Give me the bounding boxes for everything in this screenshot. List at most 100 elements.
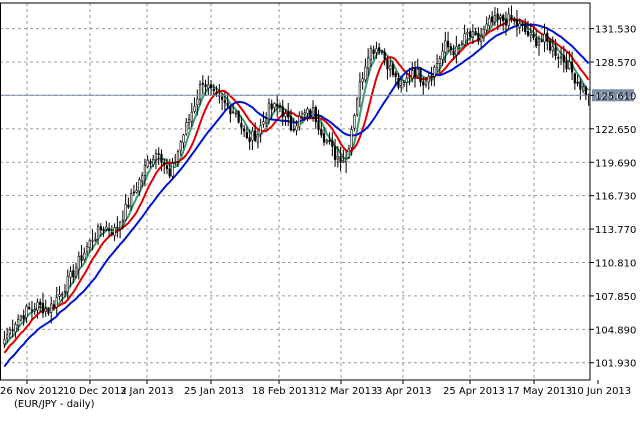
candle-body-bear [513, 19, 516, 22]
candle-body-bear [502, 14, 505, 21]
candle [265, 112, 268, 127]
candle [493, 7, 497, 26]
candle-body-bear [223, 100, 226, 104]
candle-body-bear [132, 191, 136, 194]
candle [499, 13, 502, 27]
candle-body-bull [311, 106, 315, 118]
candle [383, 48, 386, 66]
candle [300, 110, 304, 120]
candle-body-bull [152, 159, 155, 166]
candle-body-bull [369, 48, 373, 60]
candle-body-bear [452, 50, 455, 56]
candle-body-bull [375, 48, 378, 53]
candle-body-bull [50, 303, 53, 313]
candle-body-bear [322, 133, 326, 143]
candle [526, 20, 530, 38]
candle-body-bear [419, 68, 422, 83]
candle [518, 18, 521, 35]
candle-body-bull [441, 50, 444, 60]
candle [513, 16, 516, 25]
candle-body-bull [141, 175, 144, 182]
y-tick-label: 125.610 [595, 91, 636, 102]
candle-body-bear [565, 60, 568, 70]
candle [350, 125, 353, 156]
candle [430, 66, 433, 86]
candle-body-bear [28, 307, 31, 309]
candle-body-bear [496, 13, 499, 20]
candle [50, 296, 53, 324]
candle [488, 14, 491, 30]
candle-body-bull [499, 15, 502, 18]
candle-body-bull [138, 179, 141, 192]
candle [88, 238, 91, 253]
candle-body-bear [157, 153, 160, 156]
candle-body-bull [400, 85, 403, 88]
candle-body-bull [190, 111, 193, 122]
candle-body-bull [113, 227, 116, 236]
candle-body-bear [245, 132, 249, 139]
candle [314, 105, 317, 129]
candle [507, 7, 510, 30]
candle-body-bear [546, 32, 549, 42]
candle-body-bear [548, 40, 552, 51]
candle [369, 45, 373, 67]
candle-body-bear [391, 63, 395, 76]
candle [391, 60, 395, 78]
candle [259, 118, 262, 143]
candle [485, 16, 488, 33]
candle-body-bull [367, 57, 370, 69]
candle [441, 42, 444, 66]
candle [113, 223, 116, 242]
candle-body-bull [455, 46, 458, 56]
candle [281, 99, 284, 126]
candle [353, 113, 356, 132]
candle [460, 40, 463, 47]
candle [375, 41, 378, 59]
candle-body-bull [353, 115, 356, 129]
candle-body-bull [8, 329, 12, 335]
candle [532, 26, 535, 41]
candle [245, 126, 249, 140]
candle-body-bull [408, 76, 411, 79]
candle [491, 10, 494, 25]
candle-body-bull [119, 221, 122, 229]
candle-body-bear [430, 75, 433, 78]
candle [565, 52, 568, 73]
candle [287, 102, 290, 126]
candle-body-bull [231, 111, 235, 114]
candle-body-bear [116, 226, 119, 229]
candle-body-bear [278, 105, 282, 108]
candle-body-bull [306, 108, 309, 114]
candle [372, 45, 375, 60]
x-tick-label: 10 Jun 2013 [571, 386, 631, 397]
candle [116, 216, 119, 238]
candle [28, 302, 31, 311]
candle-body-bull [518, 23, 521, 28]
candle [364, 58, 367, 83]
candle [320, 121, 323, 138]
candle-body-bull [44, 308, 47, 312]
candle [234, 110, 237, 118]
x-tick-label: 26 Nov 2012 [0, 386, 64, 397]
x-tick-label: 25 Apr 2013 [443, 386, 505, 397]
candle [163, 158, 166, 175]
candle-body-bear [160, 153, 163, 163]
x-tick-label: 18 Feb 2013 [252, 386, 314, 397]
candle-body-bull [234, 112, 237, 115]
candle [576, 74, 579, 87]
candle-body-bull [507, 13, 510, 27]
candle-body-bear [209, 84, 213, 89]
candle-body-bear [317, 120, 320, 130]
y-tick-label: 116.730 [595, 192, 636, 203]
y-tick-label: 107.850 [595, 292, 636, 303]
candle-body-bear [99, 226, 102, 231]
candle-body-bear [165, 165, 169, 169]
candle [107, 222, 111, 237]
candle-body-bear [309, 109, 312, 117]
candle [573, 72, 576, 90]
candle [482, 25, 486, 42]
candle-body-bear [491, 16, 494, 23]
candle [243, 124, 246, 138]
